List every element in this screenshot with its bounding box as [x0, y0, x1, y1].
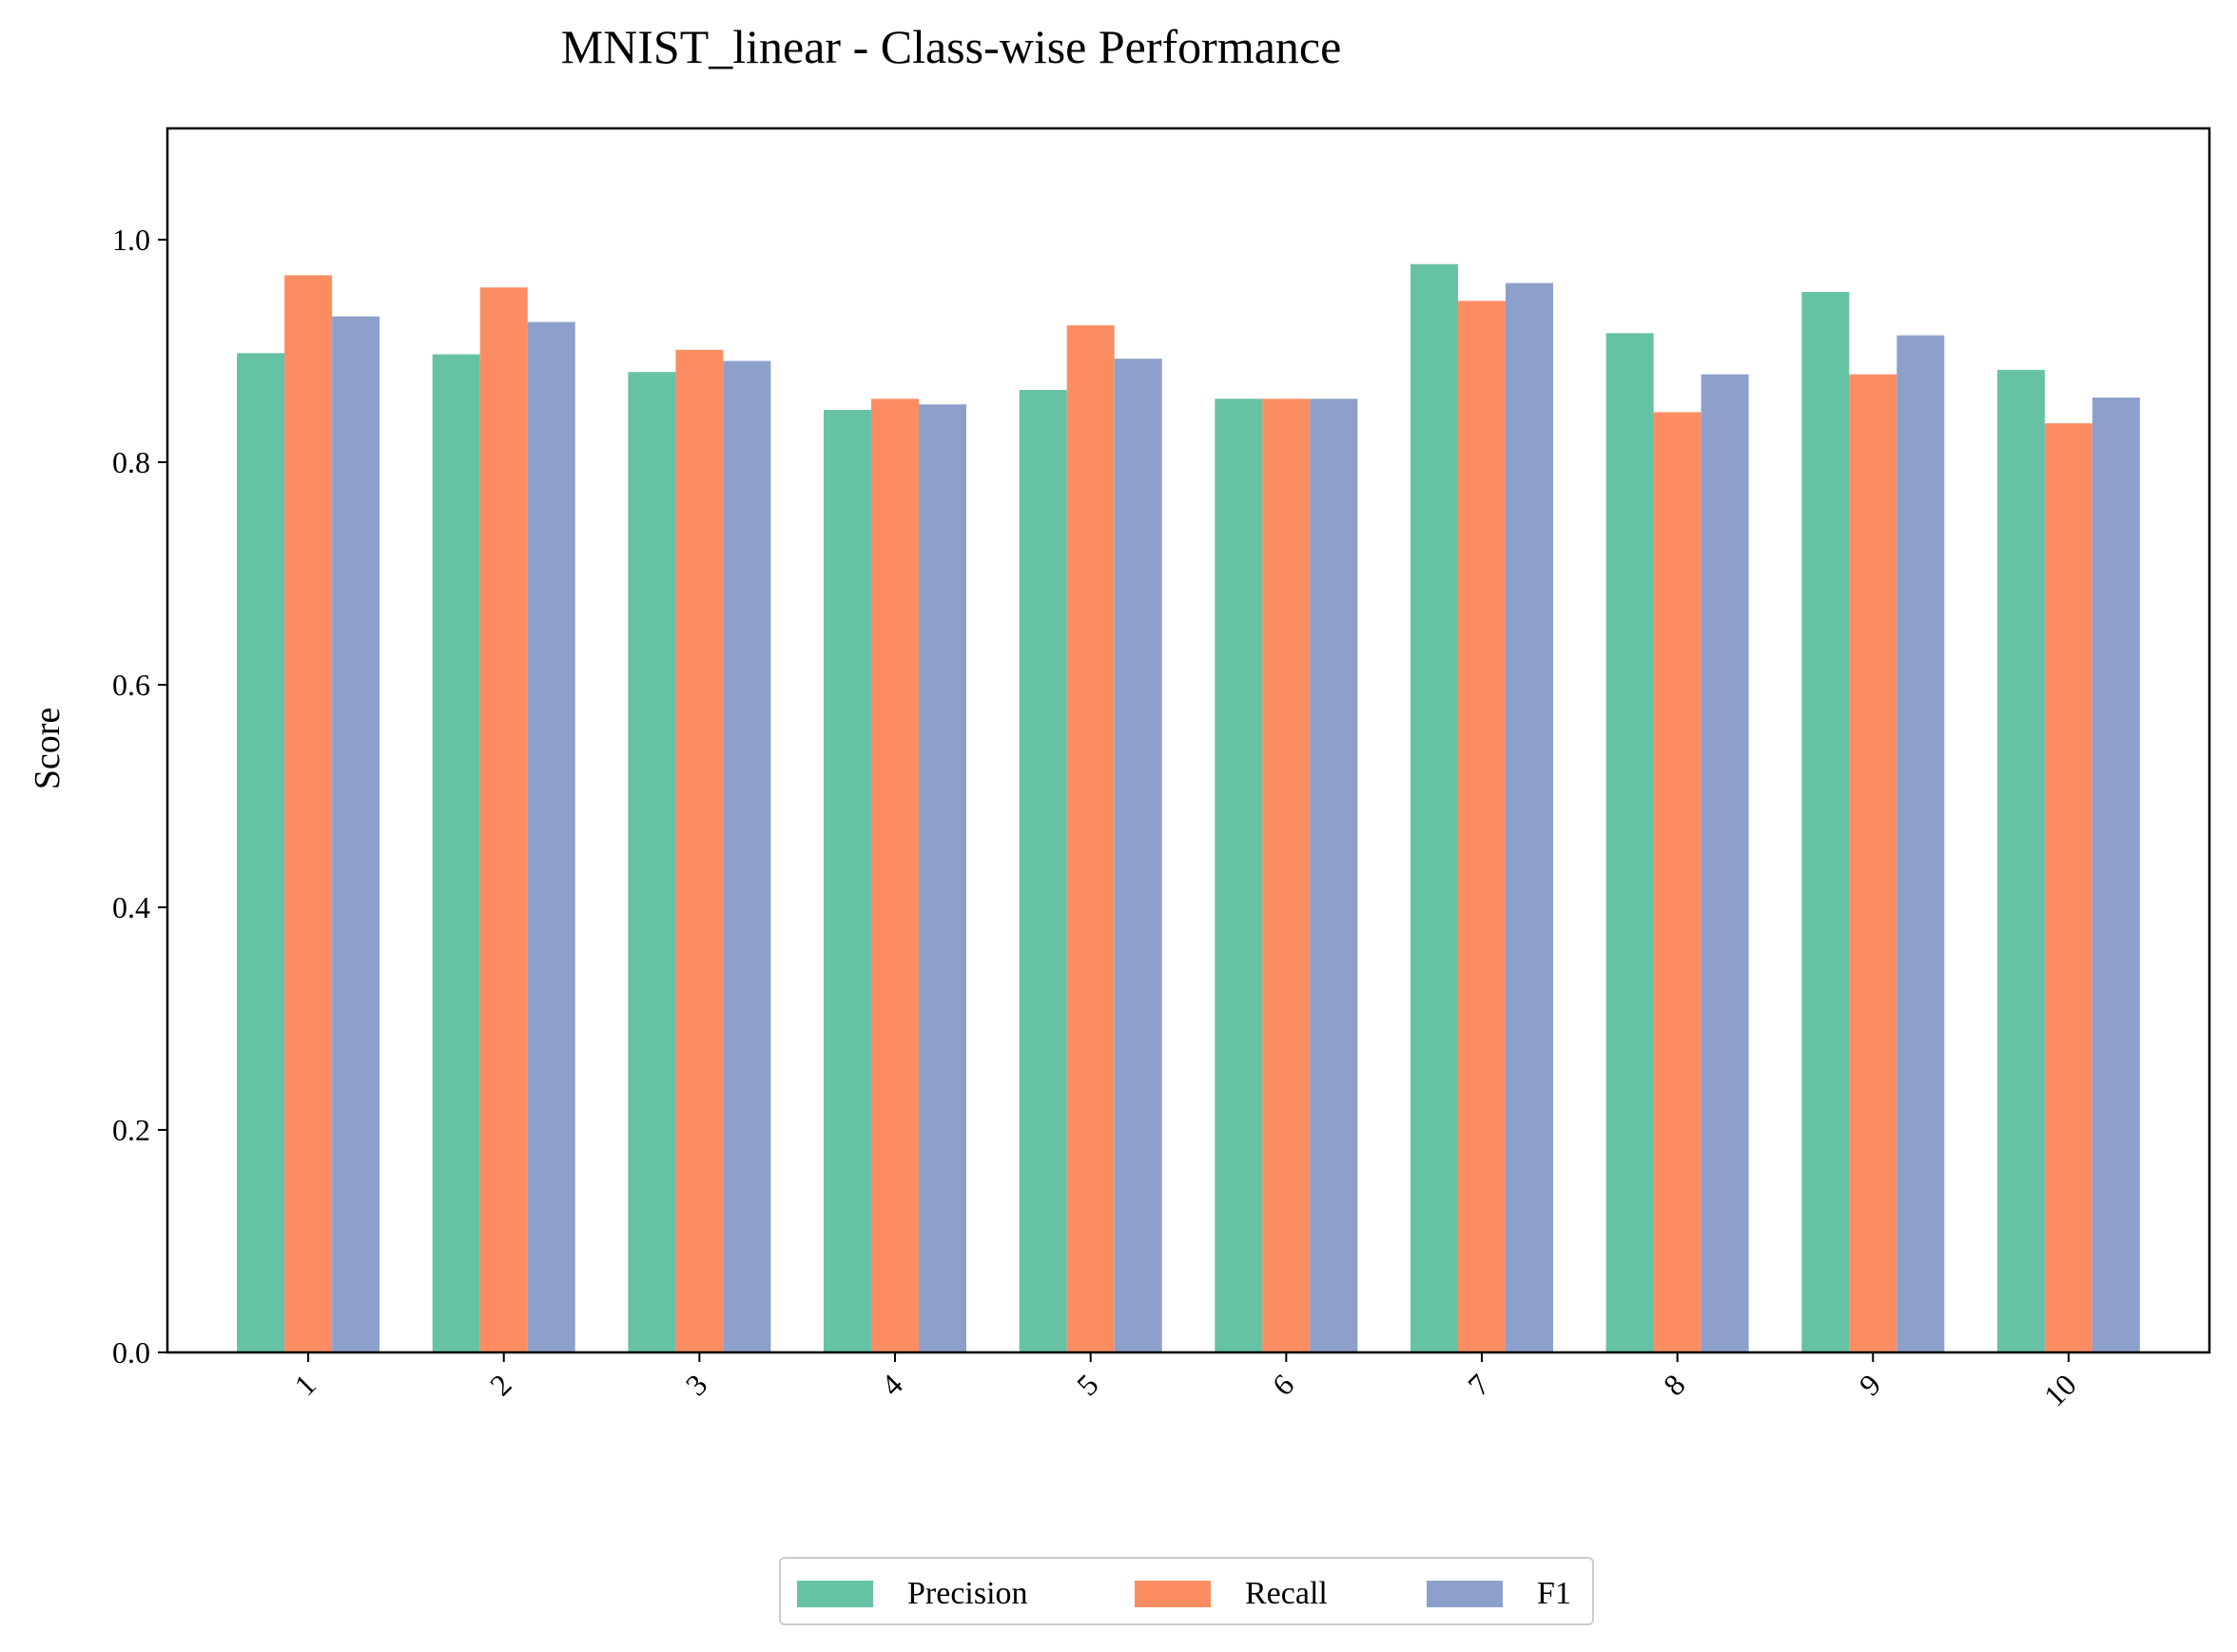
chart-title: MNIST_linear - Class-wise Performance — [561, 20, 1342, 73]
bar-recall-8 — [1653, 412, 1702, 1352]
x-tick-label: 5 — [1070, 1367, 1105, 1402]
bar-precision-1 — [237, 353, 285, 1352]
legend-swatch-f1 — [1427, 1581, 1503, 1607]
bar-recall-2 — [479, 287, 528, 1352]
y-axis-label: Score — [28, 708, 68, 790]
x-tick-label: 9 — [1852, 1367, 1887, 1402]
bar-f1-8 — [1701, 374, 1749, 1353]
y-tick-label: 0.0 — [112, 1335, 150, 1370]
y-tick-label: 0.6 — [112, 668, 150, 702]
plot-frame — [165, 126, 2211, 1354]
bar-precision-6 — [1215, 398, 1263, 1352]
bar-f1-10 — [2091, 398, 2140, 1353]
y-axis: 0.0 0.2 0.4 0.6 0.8 1.0 — [112, 223, 167, 1370]
y-tick-label: 0.4 — [112, 890, 150, 924]
bar-f1-5 — [1114, 359, 1162, 1353]
bar-precision-10 — [1996, 369, 2045, 1352]
x-tick-label: 2 — [483, 1367, 518, 1402]
bar-recall-7 — [1458, 301, 1506, 1352]
legend-swatch-precision — [797, 1581, 873, 1607]
x-tick-label: 10 — [2037, 1367, 2083, 1412]
bar-recall-10 — [2044, 423, 2092, 1353]
x-tick-label: 4 — [874, 1367, 909, 1402]
legend-label-recall: Recall — [1245, 1576, 1328, 1611]
y-tick-label: 0.2 — [112, 1113, 150, 1147]
bar-precision-9 — [1801, 292, 1850, 1352]
bar-f1-7 — [1506, 282, 1553, 1353]
bar-recall-5 — [1066, 325, 1115, 1353]
bar-f1-4 — [919, 404, 966, 1352]
bars-group — [237, 263, 2140, 1353]
x-tick-label: 6 — [1265, 1367, 1300, 1402]
bar-f1-3 — [723, 360, 771, 1352]
bar-precision-8 — [1605, 333, 1654, 1352]
bar-recall-1 — [284, 275, 333, 1352]
legend-label-precision: Precision — [907, 1576, 1028, 1611]
bar-precision-4 — [824, 410, 871, 1352]
x-tick-label: 8 — [1657, 1367, 1692, 1402]
bar-recall-3 — [675, 349, 724, 1352]
bar-recall-4 — [871, 398, 919, 1352]
x-tick-label: 7 — [1461, 1367, 1496, 1402]
bar-precision-3 — [628, 372, 676, 1353]
x-tick-label: 3 — [679, 1367, 714, 1402]
y-tick-label: 0.8 — [112, 445, 150, 479]
bar-precision-7 — [1410, 263, 1458, 1353]
bar-f1-1 — [332, 316, 380, 1353]
bar-f1-6 — [1310, 398, 1358, 1352]
legend-label-f1: F1 — [1537, 1576, 1571, 1611]
legend-swatch-recall — [1135, 1581, 1211, 1607]
bar-f1-9 — [1897, 335, 1945, 1353]
bar-recall-9 — [1849, 374, 1897, 1353]
x-axis: 1 2 3 4 5 6 7 8 9 10 — [287, 1352, 2083, 1413]
x-tick-label: 1 — [287, 1367, 322, 1402]
bar-recall-6 — [1262, 398, 1311, 1352]
y-tick-label: 1.0 — [112, 223, 150, 257]
bar-f1-2 — [527, 321, 575, 1353]
legend: Precision Recall F1 — [779, 1557, 1594, 1625]
bar-precision-2 — [432, 354, 480, 1352]
bar-precision-5 — [1019, 390, 1067, 1352]
